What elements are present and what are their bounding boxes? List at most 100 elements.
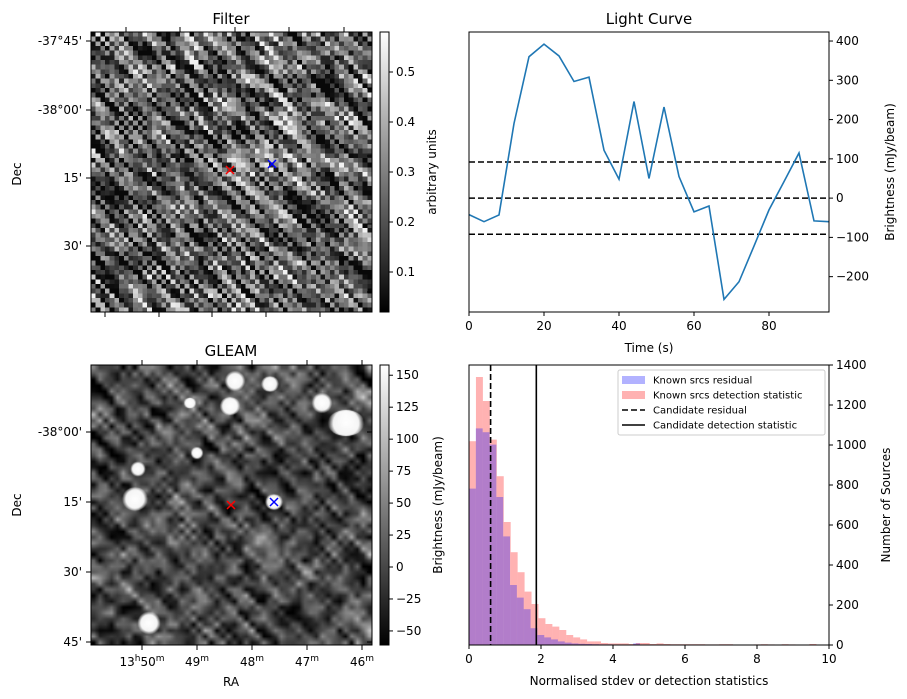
gleam-colorbar-tick-label: 0 <box>396 560 404 574</box>
gleam-ylabel: Dec <box>10 493 24 516</box>
hist-bar-residual <box>571 643 579 645</box>
hist-bar-residual <box>544 637 552 645</box>
lightcurve-title: Light Curve <box>606 10 692 28</box>
gleam-colorbar-tick-label: 100 <box>396 432 419 446</box>
hist-axes-frame <box>468 364 830 646</box>
hist-bar-residual <box>469 488 476 645</box>
hist-bar-detection <box>517 572 525 645</box>
gleam-xtick-label: 49m <box>185 654 209 669</box>
candidate-marker <box>226 500 236 510</box>
lightcurve-xtick-label: 40 <box>611 319 626 333</box>
hist-ytick-label: 1400 <box>836 358 867 372</box>
gleam-ytick-label: -38°00' <box>38 425 82 439</box>
hist-bar-detection <box>496 476 504 645</box>
hist-bar-detection <box>566 635 574 645</box>
filter-ytick-label: 30' <box>63 239 82 253</box>
lightcurve-ytick-label: −200 <box>836 270 869 284</box>
hist-ytick-label: 1000 <box>836 438 867 452</box>
hist-bar-detection <box>510 552 518 645</box>
legend-box <box>617 369 826 436</box>
hist-bar-detection <box>614 643 622 645</box>
hist-bar-detection <box>587 641 595 645</box>
filter-colorbar-tick-label: 0.1 <box>396 265 415 279</box>
hist-xtick-label: 10 <box>821 652 836 666</box>
legend-label: Candidate residual <box>653 406 747 417</box>
hist-bar-residual <box>523 609 531 645</box>
lightcurve-axes-frame <box>468 31 830 313</box>
gleam-colorbar-tick-label: 75 <box>396 464 411 478</box>
legend-swatch <box>622 391 645 399</box>
hist-bar-detection <box>552 626 560 645</box>
hist-bar-detection <box>635 643 643 645</box>
hist-bar-residual <box>564 642 572 645</box>
lightcurve-ytick-label: 300 <box>836 73 859 87</box>
gleam-axes-frame <box>90 364 373 646</box>
filter-colorbar-tick-label: 0.3 <box>396 165 415 179</box>
filter-ytick-label: 15' <box>63 171 82 185</box>
filter-colorbar <box>380 32 389 312</box>
legend-label: Candidate detection statistic <box>653 421 797 432</box>
hist-bar-detection <box>475 377 483 645</box>
hist-bar-detection <box>573 637 581 645</box>
hist-bar-residual <box>530 628 538 645</box>
hist-bar-detection <box>482 401 490 645</box>
hist-xtick-label: 4 <box>609 652 617 666</box>
gleam-xtick-label: 48m <box>240 654 264 669</box>
lightcurve-xtick-label: 80 <box>761 319 776 333</box>
gleam-xtick-label: 46m <box>350 654 374 669</box>
hist-bar-detection <box>607 643 615 645</box>
lightcurve-xtick-label: 0 <box>465 319 473 333</box>
hist-bar-residual <box>510 585 517 645</box>
hist-ylabel: Number of Sources <box>879 448 893 563</box>
hist-bar-detection <box>656 643 664 645</box>
hist-bar-detection <box>538 618 546 645</box>
filter-ylabel: Dec <box>10 162 24 185</box>
lightcurve-ylabel: Brightness (mJy/beam) <box>883 103 897 241</box>
hist-xlabel: Normalised stdev or detection statistics <box>530 674 769 688</box>
gleam-colorbar-tick-label: 125 <box>396 400 419 414</box>
hist-bar-detection <box>601 643 608 645</box>
legend-swatch <box>622 376 645 384</box>
hist-bar-residual <box>551 639 558 645</box>
filter-colorbar-label: arbitrary units <box>425 129 439 215</box>
lightcurve-ytick-label: 0 <box>836 191 844 205</box>
lightcurve-xlabel: Time (s) <box>624 341 674 355</box>
source-marker <box>269 497 279 507</box>
hist-bar-residual <box>475 428 483 645</box>
hist-bar-detection <box>580 639 588 645</box>
hist-ytick-label: 600 <box>836 518 859 532</box>
hist-xtick-label: 0 <box>465 652 473 666</box>
filter-colorbar-tick-label: 0.5 <box>396 65 415 79</box>
gleam-ytick-label: 30' <box>63 565 82 579</box>
lightcurve-xtick-label: 20 <box>536 319 551 333</box>
lightcurve-ytick-label: −100 <box>836 230 869 244</box>
hist-bar-detection <box>524 591 532 645</box>
gleam-ytick-label: 45' <box>63 635 82 649</box>
hist-bar-residual <box>537 635 545 645</box>
filter-colorbar-tick-label: 0.2 <box>396 215 415 229</box>
hist-xtick-label: 2 <box>537 652 545 666</box>
hist-ytick-label: 800 <box>836 478 859 492</box>
hist-ytick-label: 200 <box>836 598 859 612</box>
filter-colorbar-frame <box>379 31 390 313</box>
hist-xtick-label: 8 <box>753 652 761 666</box>
gleam-colorbar-tick-label: 150 <box>396 368 419 382</box>
hist-bar-detection <box>621 643 629 645</box>
hist-xtick-label: 6 <box>681 652 689 666</box>
gleam-title: GLEAM <box>205 342 258 360</box>
light-curve-line <box>468 43 830 302</box>
hist-bar-detection <box>545 624 553 645</box>
hist-bar-detection <box>489 439 497 645</box>
filter-axes-frame <box>90 31 373 313</box>
gleam-colorbar-tick-label: −50 <box>396 624 421 638</box>
hist-bar-residual <box>482 432 490 645</box>
hist-bar-residual <box>496 497 504 645</box>
gleam-colorbar-tick-label: −25 <box>396 592 421 606</box>
lightcurve-ytick-label: 200 <box>836 113 859 127</box>
hist-bar-residual <box>503 536 511 645</box>
hist-bar-detection <box>531 604 539 645</box>
hist-bar-residual <box>633 643 640 645</box>
hist-bar-residual <box>516 597 524 645</box>
